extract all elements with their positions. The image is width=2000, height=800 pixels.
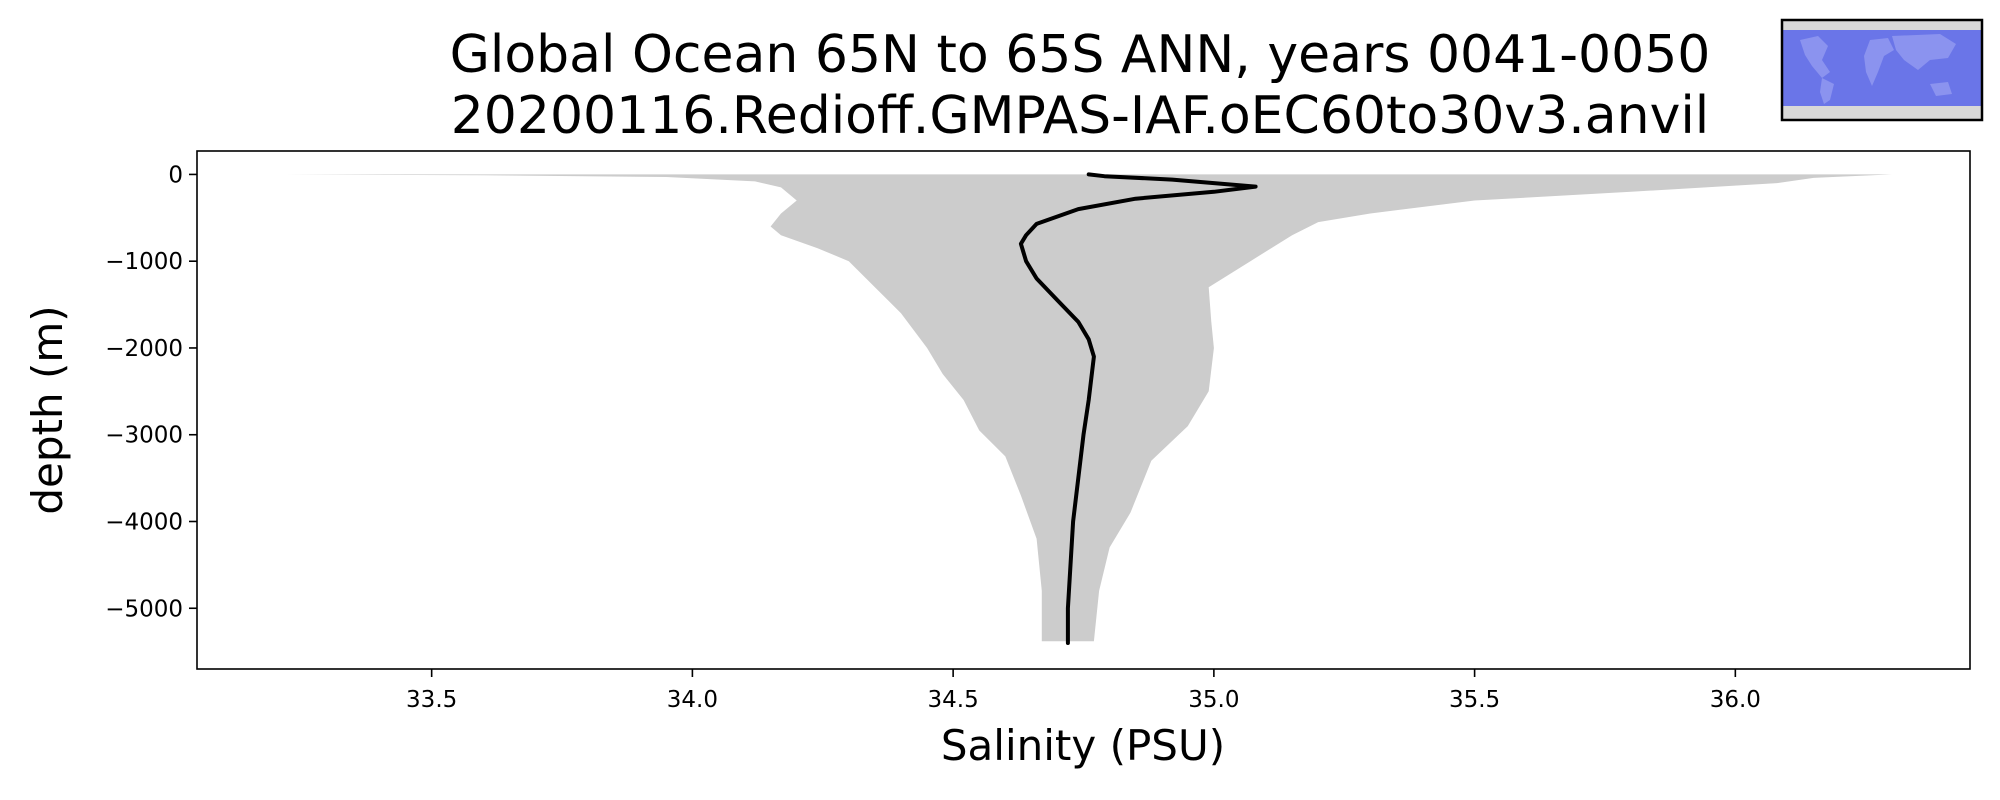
chart-title-line-2: 20200116.Redioff.GMPAS-IAF.oEC60to30v3.a… [451,86,1710,146]
x-axis-label: Salinity (PSU) [941,721,1225,770]
y-tick-label: −4000 [105,509,183,535]
chart-title-line-1: Global Ocean 65N to 65S ANN, years 0041-… [450,25,1711,85]
x-tick-label: 36.0 [1710,687,1761,713]
x-axis-ticks: 33.5 34.0 34.5 35.0 35.5 36.0 [406,669,1761,713]
series-line-0 [1018,172,1258,645]
x-tick-label: 34.5 [928,687,979,713]
y-tick-label: −3000 [105,423,183,449]
x-tick-label: 35.0 [1188,687,1239,713]
series-layer [1018,172,1258,645]
y-tick-label: −2000 [105,336,183,362]
y-tick-label: 0 [168,162,183,188]
y-tick-label: −1000 [105,249,183,275]
x-tick-label: 33.5 [406,687,457,713]
y-axis-label: depth (m) [23,305,72,514]
plot-frame [196,150,1971,670]
world-map-icon [1780,18,1984,122]
x-tick-label: 35.5 [1449,687,1500,713]
y-axis-ticks: 0 −1000 −2000 −3000 −4000 −5000 [105,162,197,622]
y-tick-label: −5000 [105,596,183,622]
x-tick-label: 34.0 [667,687,718,713]
